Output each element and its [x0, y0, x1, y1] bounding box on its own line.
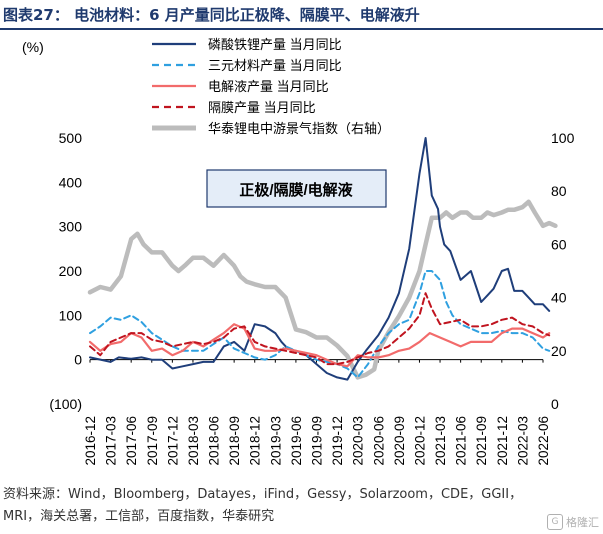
- x-tick-label: 2018-06: [207, 416, 222, 466]
- left-tick-label: 200: [59, 263, 83, 279]
- x-tick-label: 2017-06: [124, 416, 139, 466]
- x-tick-label: 2019-09: [310, 416, 325, 466]
- x-tick-label: 2020-12: [412, 416, 427, 466]
- left-tick-label: 100: [59, 307, 83, 323]
- series-line-1: [89, 270, 551, 379]
- watermark-text: 格隆汇: [566, 516, 599, 529]
- legend-label-2: 电解液产量 当月同比: [208, 79, 329, 94]
- series-line-4: [87, 199, 558, 380]
- x-tick-label: 2019-12: [330, 416, 345, 466]
- right-tick-label: 40: [551, 290, 567, 306]
- series-line-2: [88, 323, 551, 368]
- left-tick-label: 0: [74, 352, 82, 368]
- x-tick-label: 2017-03: [104, 416, 119, 466]
- right-tick-label: 0: [551, 396, 559, 412]
- x-tick-label: 2019-03: [268, 416, 283, 466]
- annotation-box: [206, 169, 387, 208]
- x-tick-label: 2020-09: [392, 416, 407, 466]
- series-line-3: [89, 292, 551, 366]
- x-tick-label: 2017-09: [145, 416, 160, 466]
- left-tick-label: 400: [59, 174, 83, 190]
- x-tick-label: 2018-09: [227, 416, 242, 466]
- x-tick-label: 2020-06: [371, 416, 386, 466]
- series-layer: [87, 137, 558, 381]
- chart-area: (%) (100) 0 100 200 300 400 500 0 20 40 60 80 100 2016…: [22, 37, 575, 466]
- x-tick-label: 2022-06: [536, 416, 551, 466]
- x-tick-label: 2021-12: [495, 416, 510, 466]
- x-tick-label: 2019-06: [289, 416, 304, 466]
- left-tick-label: 300: [59, 219, 83, 235]
- x-tick-label: 2021-06: [454, 416, 469, 466]
- annotation-layer: 正极/隔膜/电解液: [206, 169, 387, 208]
- watermark: G 格隆汇: [547, 514, 599, 530]
- watermark-logo-icon: G: [547, 514, 563, 530]
- x-tick-label: 2021-09: [474, 416, 489, 466]
- right-tick-label: 80: [551, 183, 567, 199]
- x-tick-label: 2021-03: [433, 416, 448, 466]
- title-bar: 图表27： 电池材料：6 月产量同比正极降、隔膜平、电解液升: [0, 0, 603, 30]
- x-tick-label: 2017-12: [165, 416, 180, 466]
- legend-label-3: 隔膜产量 当月同比: [208, 100, 316, 115]
- right-tick-label: 20: [551, 343, 567, 359]
- right-tick-label: 100: [551, 130, 575, 146]
- left-tick-label: (100): [49, 396, 82, 412]
- x-tick-label: 2022-03: [515, 416, 530, 466]
- chart-title: 图表27： 电池材料：6 月产量同比正极降、隔膜平、电解液升: [3, 6, 420, 24]
- legend-label-4: 华泰锂电中游景气指数（右轴）: [208, 121, 390, 136]
- axes-layer: (%) (100) 0 100 200 300 400 500 0 20 40 60 80 100 2016…: [22, 39, 575, 466]
- right-tick-label: 60: [551, 236, 567, 252]
- title-divider: [0, 28, 603, 30]
- annotation-text: 正极/隔膜/电解液: [239, 181, 353, 199]
- legend-label-0: 磷酸铁锂产量 当月同比: [208, 37, 342, 52]
- x-tick-label: 2016-12: [83, 416, 98, 466]
- x-tick-label: 2018-12: [248, 416, 263, 466]
- legend-label-1: 三元材料产量 当月同比: [208, 58, 342, 73]
- x-tick-label: 2020-03: [351, 416, 366, 466]
- series-line-0: [89, 137, 551, 381]
- left-tick-label: 500: [59, 130, 83, 146]
- x-tick-label: 2018-03: [186, 416, 201, 466]
- left-axis-unit-label: (%): [22, 39, 44, 55]
- source-note: 资料来源：Wind，Bloomberg，Datayes，iFind，Gessy，…: [3, 487, 523, 524]
